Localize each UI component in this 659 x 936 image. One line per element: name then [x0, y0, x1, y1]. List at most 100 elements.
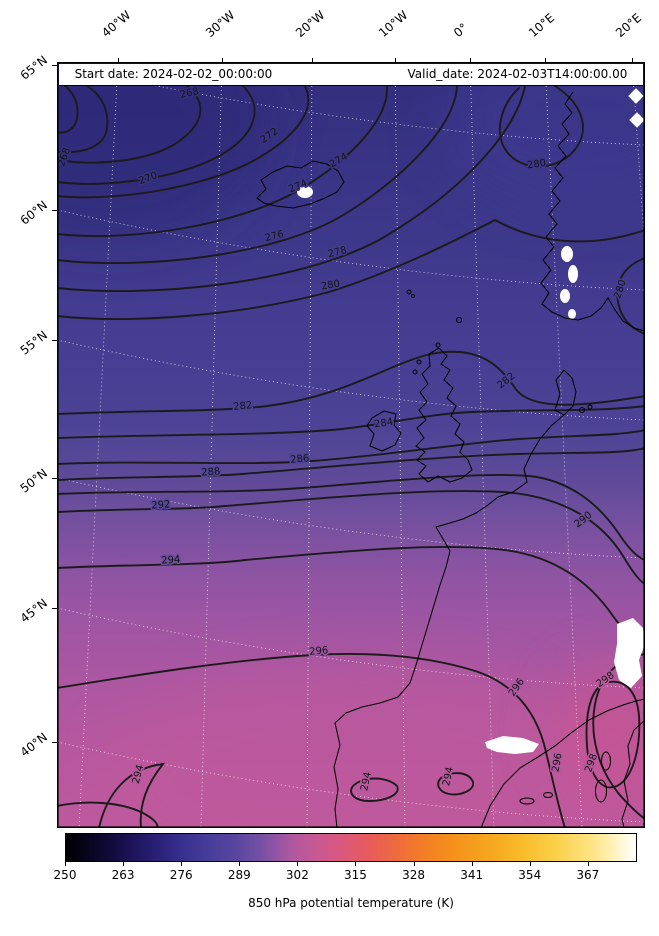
coastline-faroe	[410, 293, 416, 299]
coastline-shetland	[455, 316, 463, 324]
colorbar-tick-label: 276	[169, 868, 193, 882]
temperature-contours	[57, 85, 645, 828]
colorbar-tickmark	[65, 862, 66, 866]
ice-patch-norway	[560, 289, 570, 303]
lon-tickmark	[632, 58, 633, 62]
coastline-hebrides	[412, 369, 418, 375]
lon-tick-label: 10°W	[376, 7, 411, 40]
contour-label: 294	[441, 766, 456, 787]
contour-label: 296	[309, 645, 329, 658]
contour-line-280	[57, 218, 645, 320]
lat-tickmark	[52, 65, 57, 66]
mountain-patch-pyrenees	[485, 736, 539, 754]
colorbar-tickmark	[297, 862, 299, 866]
ice-patch-norway	[561, 246, 573, 262]
map-plot: 268 268 270 272 274 274 276 278 280 280 280 282 282 2…	[57, 62, 645, 828]
colorbar-tick-label: 315	[344, 868, 367, 882]
coastlines	[256, 91, 645, 828]
contour-line-294-loop1	[350, 777, 399, 802]
colorbar-tick-label: 302	[285, 868, 309, 882]
contour-label: 280	[320, 278, 341, 292]
coastline-continental-europe	[333, 414, 565, 828]
contour-line-266	[57, 85, 109, 154]
contour-label: 292	[151, 499, 171, 511]
contour-line-278	[57, 85, 526, 293]
coastline-hebrides	[416, 359, 422, 365]
lat-tick-label: 50°N	[17, 465, 51, 496]
coastline-orkney	[435, 342, 441, 348]
lat-tick-label: 55°N	[17, 327, 51, 358]
lat-tick-label: 60°N	[17, 197, 51, 228]
map-canvas: 2682682702722742742762782802802802822822…	[57, 62, 645, 828]
colorbar-tick-label: 354	[518, 868, 542, 882]
colorbar-tick-label: 328	[402, 868, 426, 882]
lat-tick-label: 65°N	[17, 52, 51, 83]
contour-line-294-finger	[98, 762, 166, 828]
valid-date-text: Valid_date: 2024-02-03T14:00:00.00	[407, 67, 628, 82]
contour-line-276	[57, 85, 458, 265]
lon-tick-label: 20°E	[613, 10, 645, 40]
lon-tick-label: 20°W	[293, 7, 328, 40]
lon-tickmark	[118, 58, 119, 62]
start-date-text: Start date: 2024-02-02_00:00:00	[74, 67, 273, 82]
coastline-denmark	[554, 369, 577, 416]
colorbar-tick-label: 289	[227, 868, 251, 882]
lon-tickmark	[222, 58, 223, 62]
coastline-ireland	[366, 410, 402, 452]
lat-tickmark	[52, 210, 57, 211]
contour-label: 284	[373, 417, 393, 431]
coastline-danish-isle	[578, 406, 586, 414]
colorbar-tickmark	[471, 862, 473, 866]
colorbar-tick-label: 367	[576, 868, 600, 882]
contour-line-294-loop2	[437, 772, 474, 796]
missing-data-patches	[297, 88, 645, 754]
lon-tick-label: 10°E	[526, 10, 558, 40]
coastline-great-britain	[415, 347, 473, 483]
colorbar-tickmark	[123, 862, 125, 866]
lat-tickmark	[52, 340, 57, 341]
lat-tickmark	[52, 608, 57, 609]
contour-line-270	[57, 85, 256, 185]
lat-tickmark	[52, 742, 57, 743]
lon-tick-label: 30°W	[203, 7, 238, 40]
contour-line-bottom-left	[57, 801, 159, 828]
contour-line-284	[57, 405, 645, 439]
contour-line-294	[57, 545, 645, 645]
contour-line-296-east	[592, 653, 645, 820]
contour-line-264	[57, 85, 79, 134]
coastline-corsica	[600, 751, 612, 771]
colorbar-tick-label: 250	[53, 868, 77, 882]
colorbar-tickmark	[587, 862, 589, 866]
contour-line-268	[57, 85, 202, 164]
mountain-patch-alps	[614, 618, 645, 688]
coastline-faroe	[406, 289, 412, 295]
lon-tick-label: 40°W	[99, 7, 134, 40]
colorbar-tick-label: 341	[460, 868, 484, 882]
coastline-balearic	[519, 797, 535, 805]
contour-line-282	[57, 350, 645, 415]
lon-tickmark	[470, 58, 471, 62]
contour-line-296	[57, 652, 566, 828]
ice-patch-iceland	[297, 186, 313, 198]
lon-tickmark	[545, 58, 546, 62]
contour-line-292	[57, 490, 645, 585]
lat-tick-label: 40°N	[17, 729, 51, 760]
contour-label: 280	[526, 158, 546, 172]
ice-patch-norway	[568, 265, 578, 283]
colorbar-tickmark	[355, 862, 357, 866]
lon-tickmark	[312, 58, 313, 62]
lat-tick-label: 45°N	[17, 595, 51, 626]
colorbar-tickmark	[413, 862, 415, 866]
colorbar-label: 850 hPa potential temperature (K)	[248, 896, 454, 910]
coastline-norway	[540, 91, 645, 332]
contour-line-274	[57, 85, 388, 237]
contour-line-272	[57, 85, 310, 199]
contour-label: 286	[290, 453, 310, 466]
colorbar-tick-label: 263	[111, 868, 135, 882]
colorbar-tickmark	[529, 862, 531, 866]
contour-label: 296	[550, 752, 564, 773]
contour-line-288	[57, 447, 645, 481]
ice-patch-norway	[568, 309, 576, 319]
lon-tick-label: 0°	[451, 20, 471, 40]
